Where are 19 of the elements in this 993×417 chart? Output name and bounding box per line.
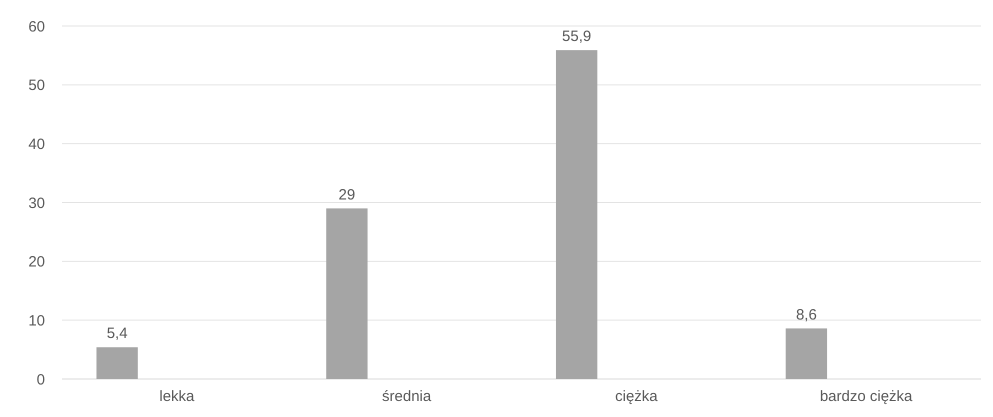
bar bbox=[556, 50, 598, 379]
y-tick-label: 30 bbox=[28, 194, 45, 212]
data-label: 29 bbox=[338, 186, 356, 204]
y-tick-label: 20 bbox=[28, 254, 45, 271]
y-tick-label: 60 bbox=[28, 18, 45, 36]
data-label: 5,4 bbox=[106, 325, 128, 342]
x-tick-label: bardzo ciężka bbox=[820, 388, 914, 405]
y-tick-label: 0 bbox=[36, 371, 45, 388]
x-tick-label: średnia bbox=[382, 388, 432, 405]
y-tick-label: 50 bbox=[28, 77, 45, 94]
x-tick-label: ciężka bbox=[615, 388, 658, 405]
bar bbox=[96, 347, 138, 379]
y-tick-label: 10 bbox=[28, 312, 45, 330]
data-label: 55,9 bbox=[562, 28, 592, 46]
x-tick-label: lekka bbox=[159, 388, 196, 405]
data-label: 8,6 bbox=[796, 306, 817, 324]
y-tick-label: 40 bbox=[28, 136, 45, 153]
bar bbox=[786, 328, 828, 379]
bar bbox=[326, 208, 368, 379]
